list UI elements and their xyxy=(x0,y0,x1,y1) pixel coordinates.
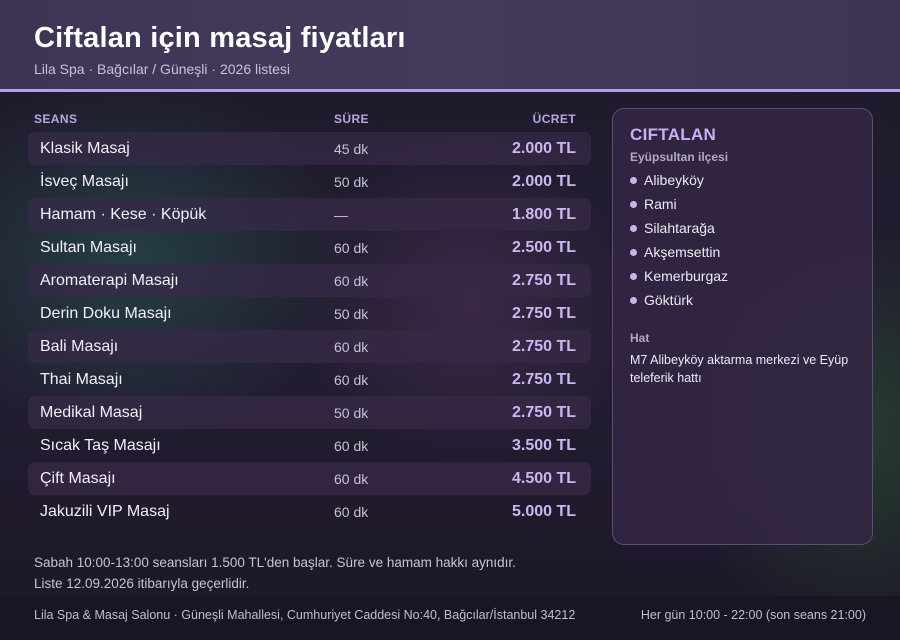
table-row: Medikal Masaj 50 dk 2.750 TL xyxy=(28,396,591,429)
transit-label: Hat xyxy=(630,331,650,345)
bullet-icon xyxy=(630,225,637,232)
service-name: Çift Masajı xyxy=(40,470,116,487)
neighborhood-name: Rami xyxy=(644,196,677,212)
service-name: İsveç Masajı xyxy=(40,173,129,190)
service-price: 4.500 TL xyxy=(511,470,576,487)
bullet-icon xyxy=(630,177,637,184)
service-name: Bali Masajı xyxy=(40,338,119,355)
service-duration: 60 dk xyxy=(334,273,369,289)
service-name: Klasik Masaj xyxy=(40,140,130,157)
service-duration: 45 dk xyxy=(334,141,369,157)
service-price: 2.750 TL xyxy=(511,338,576,355)
service-duration: 60 dk xyxy=(334,240,369,256)
page-title: Ciftalan için masaj fiyatları xyxy=(34,22,406,54)
table-row: Aromaterapi Masajı 60 dk 2.750 TL xyxy=(28,264,591,297)
bullet-icon xyxy=(630,201,637,208)
service-duration: 50 dk xyxy=(334,405,369,421)
service-duration: 60 dk xyxy=(334,471,369,487)
bullet-icon xyxy=(630,273,637,280)
price-notes: Sabah 10:00-13:00 seansları 1.500 TL'den… xyxy=(34,552,516,594)
service-price: 2.000 TL xyxy=(511,140,576,157)
service-duration: 60 dk xyxy=(334,372,369,388)
list-item: Silahtarağa xyxy=(630,219,872,243)
list-item: Kemerburgaz xyxy=(630,267,872,291)
bullet-icon xyxy=(630,297,637,304)
note-line: Sabah 10:00-13:00 seansları 1.500 TL'den… xyxy=(34,555,516,570)
service-duration: 60 dk xyxy=(334,438,369,454)
service-price: 2.750 TL xyxy=(511,404,576,421)
service-price: 2.750 TL xyxy=(511,371,576,388)
table-row: Sultan Masajı 60 dk 2.500 TL xyxy=(28,231,591,264)
service-price: 3.500 TL xyxy=(511,437,576,454)
list-item: Göktürk xyxy=(630,291,872,315)
service-price: 5.000 TL xyxy=(511,503,576,520)
table-row: Jakuzili VIP Masaj 60 dk 5.000 TL xyxy=(28,495,591,528)
service-name: Sultan Masajı xyxy=(40,239,137,256)
location-title: CIFTALAN xyxy=(630,125,717,144)
service-price: 2.750 TL xyxy=(511,305,576,322)
neighborhood-name: Göktürk xyxy=(644,292,694,308)
price-table: SEANS SÜRE ÜCRET Klasik Masaj 45 dk 2.00… xyxy=(28,108,591,528)
service-duration: 50 dk xyxy=(334,174,369,190)
neighborhood-name: Kemerburgaz xyxy=(644,268,729,284)
page-header: Ciftalan için masaj fiyatları Lila Spa ·… xyxy=(0,0,900,92)
table-row: Hamam · Kese · Köpük — 1.800 TL xyxy=(28,198,591,231)
neighborhood-name: Alibeyköy xyxy=(644,172,704,188)
table-row: Derin Doku Masajı 50 dk 2.750 TL xyxy=(28,297,591,330)
neighborhood-list: Alibeyköy Rami Silahtarağa Akşemsettin K… xyxy=(630,171,872,315)
footer-address: Lila Spa & Masaj Salonu · Güneşli Mahall… xyxy=(34,608,576,622)
service-duration: 60 dk xyxy=(334,339,369,355)
service-price: 2.500 TL xyxy=(511,239,576,256)
list-item: Rami xyxy=(630,195,872,219)
service-name: Medikal Masaj xyxy=(40,404,143,421)
table-row: Bali Masajı 60 dk 2.750 TL xyxy=(28,330,591,363)
service-duration: 60 dk xyxy=(334,504,369,520)
transit-text: M7 Alibeyköy aktarma merkezi ve Eyüp tel… xyxy=(630,353,849,385)
table-row: Klasik Masaj 45 dk 2.000 TL xyxy=(28,132,591,165)
page-subtitle: Lila Spa · Bağcılar / Güneşli · 2026 lis… xyxy=(34,61,291,77)
table-row: Sıcak Taş Masajı 60 dk 3.500 TL xyxy=(28,429,591,462)
note-line: Liste 12.09.2026 itibarıyla geçerlidir. xyxy=(34,576,250,591)
service-name: Aromaterapi Masajı xyxy=(40,272,179,289)
table-row: Thai Masajı 60 dk 2.750 TL xyxy=(28,363,591,396)
service-price: 2.750 TL xyxy=(511,272,576,289)
service-price: 1.800 TL xyxy=(511,206,576,223)
table-body: Klasik Masaj 45 dk 2.000 TL İsveç Masajı… xyxy=(28,132,591,528)
table-header: SEANS SÜRE ÜCRET xyxy=(28,108,591,130)
service-name: Jakuzili VIP Masaj xyxy=(40,503,170,520)
column-header-duration: SÜRE xyxy=(334,112,369,126)
table-row: Çift Masajı 60 dk 4.500 TL xyxy=(28,462,591,495)
bullet-icon xyxy=(630,249,637,256)
service-name: Thai Masajı xyxy=(40,371,123,388)
district-label: Eyüpsultan ilçesi xyxy=(630,150,729,164)
column-header-name: SEANS xyxy=(34,112,78,126)
location-panel: CIFTALAN Eyüpsultan ilçesi Alibeyköy Ram… xyxy=(612,108,873,545)
footer-hours: Her gün 10:00 - 22:00 (son seans 21:00) xyxy=(640,608,866,622)
service-name: Derin Doku Masajı xyxy=(40,305,172,322)
list-item: Akşemsettin xyxy=(630,243,872,267)
neighborhood-name: Akşemsettin xyxy=(644,244,721,260)
list-item: Alibeyköy xyxy=(630,171,872,195)
service-duration: — xyxy=(334,207,348,223)
column-header-price: ÜCRET xyxy=(532,112,576,126)
table-row: İsveç Masajı 50 dk 2.000 TL xyxy=(28,165,591,198)
service-name: Sıcak Taş Masajı xyxy=(40,437,161,454)
neighborhood-name: Silahtarağa xyxy=(644,220,715,236)
service-name: Hamam · Kese · Köpük xyxy=(40,206,207,223)
service-price: 2.000 TL xyxy=(511,173,576,190)
service-duration: 50 dk xyxy=(334,306,369,322)
page-footer: Lila Spa & Masaj Salonu · Güneşli Mahall… xyxy=(0,596,900,640)
